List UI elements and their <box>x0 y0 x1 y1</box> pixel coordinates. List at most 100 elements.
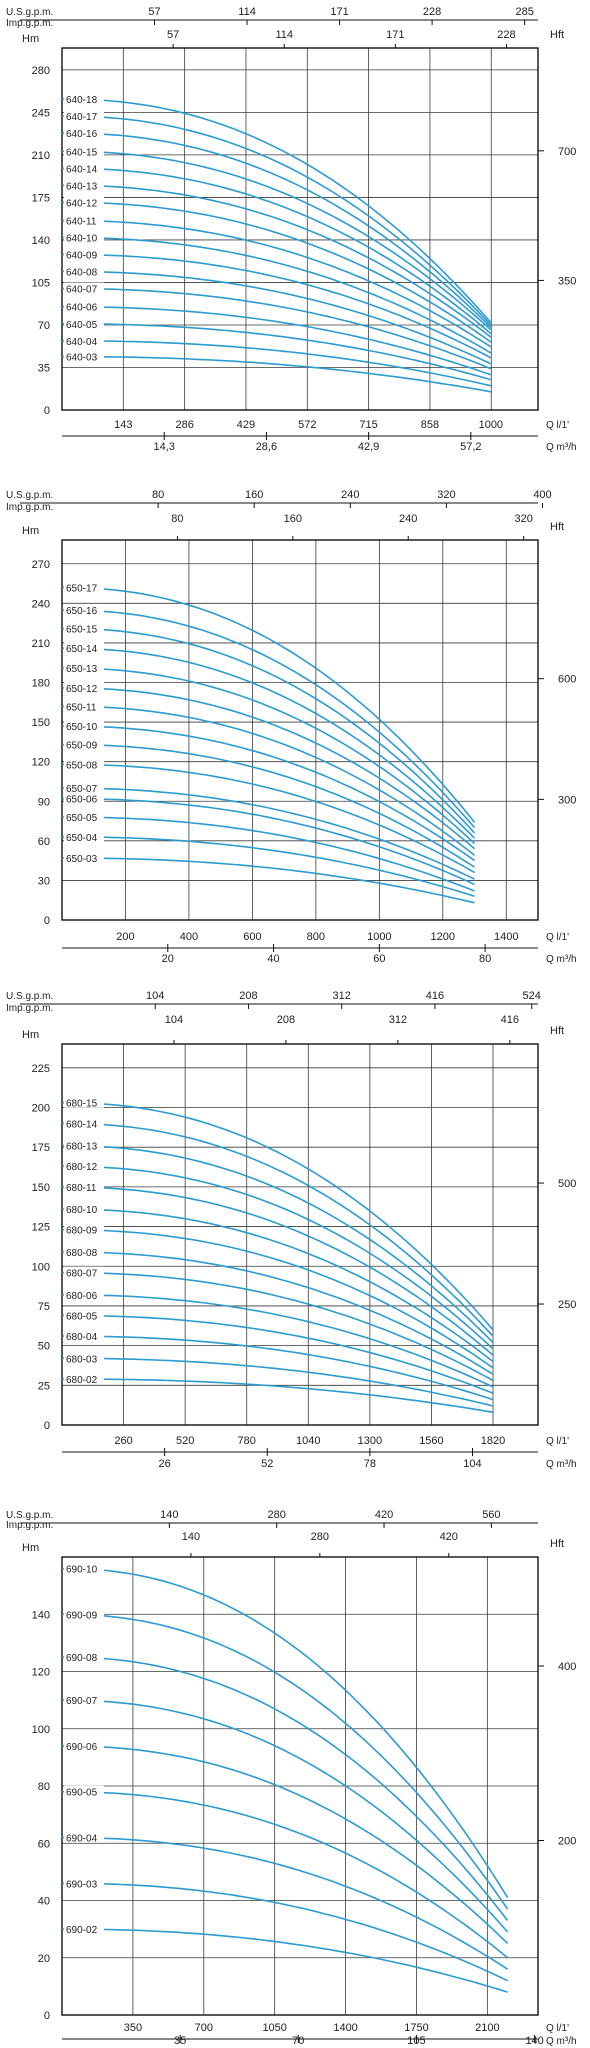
curve-label-650-05: 650-05 <box>66 813 98 824</box>
m3h-axis-label: Q m³/h <box>546 954 577 965</box>
us-gpm-tick-label: 285 <box>515 6 533 18</box>
curve-650-16 <box>61 609 476 829</box>
curves: 680-02 680-03 680-04 680-05 680-06 680-07 680-… <box>61 1096 494 1414</box>
x-tick-label: 1040 <box>296 1435 320 1447</box>
curve-label-640-14: 640-14 <box>66 164 98 175</box>
y-tick-label: 90 <box>38 796 50 808</box>
curve-680-04 <box>62 1335 494 1401</box>
curve-label-bg <box>64 1117 104 1129</box>
x-tick-label: 2100 <box>475 2022 499 2034</box>
curve-label-680-12: 680-12 <box>66 1162 98 1173</box>
curve-650-08 <box>62 763 475 874</box>
curve-label-690-09: 690-09 <box>66 1610 98 1621</box>
curve-label-bg <box>64 1785 104 1797</box>
curve-label-bg <box>64 1330 104 1342</box>
curve-label-bg <box>64 1203 104 1215</box>
m3h-axis-label: Q m³/h <box>546 442 577 453</box>
curve-640-17 <box>61 115 492 326</box>
x-tick-label: 143 <box>114 419 132 431</box>
m3h-tick-label: 14,3 <box>153 441 174 453</box>
y-tick-label: 25 <box>38 1380 50 1392</box>
curve-label-bg <box>64 1651 104 1663</box>
x-tick-label: 600 <box>243 931 261 943</box>
curve-label-640-06: 640-06 <box>66 303 98 314</box>
curve-label-bg <box>64 1139 104 1151</box>
y-tick-label: 225 <box>32 1063 50 1075</box>
m3h-tick-label: 42,9 <box>358 441 379 453</box>
curve-label-bg <box>64 179 104 191</box>
m3h-tick-label: 60 <box>373 953 385 965</box>
curve-label-bg <box>64 1877 104 1889</box>
us-gpm-tick-label: 114 <box>238 6 256 18</box>
us-gpm-tick-label: 400 <box>533 489 551 501</box>
y-tick-label: 125 <box>32 1222 50 1234</box>
curve-label-bg <box>64 127 104 139</box>
curve-label-650-07: 650-07 <box>66 784 98 795</box>
us-gpm-tick-label: 320 <box>437 489 455 501</box>
y-tick-label: 80 <box>38 1781 50 1793</box>
curve-label-bg <box>64 792 104 804</box>
y-tick-label: 180 <box>32 678 50 690</box>
x-tick-label: 1560 <box>419 1435 443 1447</box>
curve-label-bg <box>64 1096 104 1108</box>
curve-label-640-05: 640-05 <box>66 320 98 331</box>
curve-label-640-16: 640-16 <box>66 129 98 140</box>
imp-gpm-tick-label: 240 <box>399 513 417 525</box>
curve-label-bg <box>64 248 104 260</box>
x-tick-label: 1400 <box>494 931 518 943</box>
y-tick-label: 120 <box>32 1667 50 1679</box>
curve-680-02 <box>62 1378 494 1414</box>
x-tick-label: 286 <box>175 419 193 431</box>
curve-label-bg <box>64 738 104 750</box>
curve-label-bg <box>64 603 104 615</box>
y-tick-label: 30 <box>38 875 50 887</box>
curve-label-680-02: 680-02 <box>66 1375 98 1386</box>
us-gpm-tick-label: 560 <box>482 1509 500 1521</box>
curve-label-650-09: 650-09 <box>66 741 98 752</box>
curve-650-15 <box>62 627 476 834</box>
y-tick-label: 70 <box>38 320 50 332</box>
curve-680-13 <box>62 1144 494 1344</box>
curve-label-680-14: 680-14 <box>66 1119 98 1130</box>
curve-label-650-06: 650-06 <box>66 795 98 806</box>
x-tick-label: 400 <box>180 931 198 943</box>
y-tick-label: 210 <box>32 150 50 162</box>
m3h-tick-label: 105 <box>407 2035 425 2047</box>
x-axis-label: Q l/1' <box>546 932 569 943</box>
curve-label-bg <box>64 1372 104 1384</box>
curve-label-690-08: 690-08 <box>66 1653 98 1664</box>
curve-690-05 <box>62 1790 509 1959</box>
y-axis-label: Hm <box>22 33 39 45</box>
curve-label-bg <box>64 681 104 693</box>
m3h-tick-label: 140 <box>525 2035 543 2047</box>
y-tick-label: 200 <box>32 1103 50 1115</box>
curve-label-640-10: 640-10 <box>66 234 98 245</box>
x-tick-label: 1400 <box>333 2022 357 2034</box>
curve-label-bg <box>64 1288 104 1300</box>
us-gpm-tick-label: 280 <box>268 1509 286 1521</box>
curve-label-680-03: 680-03 <box>66 1354 98 1365</box>
x-tick-label: 1300 <box>358 1435 382 1447</box>
right-axis-label: Hft <box>550 1538 564 1550</box>
curve-680-09 <box>61 1228 494 1369</box>
x-tick-label: 260 <box>114 1435 132 1447</box>
imp-gpm-axis-label: Imp.g.p.m. <box>6 1003 53 1014</box>
y-axis-label: Hm <box>22 1542 39 1554</box>
curve-690-08 <box>62 1656 509 1921</box>
imp-gpm-tick-label: 104 <box>165 1014 183 1026</box>
curve-690-10 <box>62 1567 509 1899</box>
y-tick-label: 100 <box>32 1261 50 1273</box>
curve-label-640-09: 640-09 <box>66 251 98 262</box>
curve-label-680-09: 680-09 <box>66 1226 98 1237</box>
curve-label-bg <box>64 700 104 712</box>
y-tick-label: 175 <box>32 1142 50 1154</box>
curve-680-10 <box>62 1208 494 1363</box>
imp-gpm-axis-label: Imp.g.p.m. <box>6 18 53 29</box>
curve-label-680-06: 680-06 <box>66 1291 98 1302</box>
y-tick-label: 140 <box>32 235 50 247</box>
curve-640-10 <box>62 236 492 354</box>
curve-650-17 <box>62 586 476 823</box>
right-axis-tick-label: 700 <box>558 146 576 158</box>
